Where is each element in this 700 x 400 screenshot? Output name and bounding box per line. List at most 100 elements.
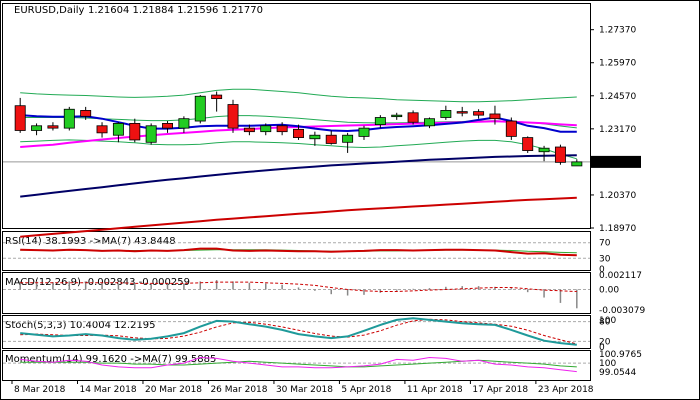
macd-bar	[248, 282, 251, 290]
x-tick-label: 5 Apr 2018	[341, 385, 391, 395]
macd-bar	[494, 286, 496, 290]
x-tick-label: 8 Mar 2018	[14, 385, 66, 395]
price-tag	[591, 155, 641, 168]
rsi-line	[20, 247, 577, 257]
candle-bull	[309, 134, 321, 140]
candle-bull	[342, 134, 354, 143]
candle-bear	[293, 128, 304, 138]
macd-bar	[150, 284, 152, 290]
y-tick-label: 1.18970	[599, 224, 636, 234]
macd-bar	[101, 282, 103, 290]
chart-ohlc: 1.21604 1.21884 1.21596 1.21770	[88, 5, 263, 16]
candle-bear	[325, 134, 337, 144]
candle-bear	[489, 113, 501, 120]
macd-bar	[477, 286, 480, 290]
macd-bar	[183, 283, 185, 290]
stoch-tick-label: 80	[599, 318, 611, 328]
rsi-title: RSI(14) 38.1993 ->MA(7) 43.8448	[5, 236, 176, 247]
candle-bear	[14, 105, 26, 131]
macd-bar	[314, 289, 316, 291]
macd-bar	[510, 288, 513, 290]
y-tick-label: 1.20370	[599, 191, 636, 201]
macd-bar	[363, 289, 365, 295]
macd-bar	[461, 286, 463, 290]
macd-bar	[412, 288, 414, 290]
candle-bull	[112, 123, 124, 136]
bollinger-upper-line	[20, 88, 577, 103]
price-tag-label: 1.21770	[596, 158, 633, 168]
candle-bull	[63, 108, 75, 129]
macd-bar	[330, 289, 332, 295]
candle-bear	[456, 111, 468, 114]
panel-frame-0	[2, 3, 591, 229]
candle-bull	[178, 118, 190, 129]
candle-bull	[538, 147, 550, 153]
panel-frame-1	[2, 231, 591, 271]
macd-bar	[543, 289, 545, 298]
candle-bear	[211, 94, 223, 100]
candle-bull	[194, 95, 206, 122]
candle-bull	[145, 125, 157, 143]
stoch-tick-label: 20	[599, 337, 611, 347]
candle-bull	[423, 118, 435, 127]
candle-bear	[407, 112, 419, 123]
chart-symbol: EURUSD,Daily	[14, 5, 85, 16]
momentum-tick-label: 99.0544	[599, 368, 636, 378]
candle-bear	[80, 110, 92, 117]
bollinger-lower-line	[20, 139, 577, 160]
macd-bar	[84, 281, 87, 290]
macd-bar	[35, 281, 38, 290]
candle-bull	[440, 110, 452, 118]
rsi-tick-label: 0	[599, 265, 605, 275]
candle-bear	[227, 104, 239, 129]
macd-bar	[215, 280, 218, 290]
momentum-tick-label: 100.9765	[599, 350, 642, 360]
macd-bar	[52, 282, 54, 290]
stoch-title: Stoch(5,3,3) 10.4004 12.2195	[5, 320, 156, 331]
x-tick-label: 30 Mar 2018	[276, 385, 333, 395]
macd-bar	[428, 288, 431, 290]
momentum-tick-label: 100	[599, 359, 616, 369]
macd-bar	[281, 284, 283, 290]
y-tick-label: 1.25970	[599, 59, 636, 69]
candle-bear	[129, 123, 141, 141]
ma-navy-line	[20, 154, 577, 198]
macd-bar	[526, 289, 529, 293]
x-tick-label: 20 Mar 2018	[145, 385, 202, 395]
panel-frame-4	[2, 350, 591, 381]
macd-bar	[134, 284, 136, 290]
macd-bar	[395, 289, 398, 291]
candle-bear	[162, 123, 174, 129]
stoch-signal-line	[20, 318, 577, 345]
candle-bear	[96, 125, 108, 134]
momentum-title: Momentum(14) 99.1620 ->MA(7) 99.5885	[5, 354, 216, 365]
candle-bear	[505, 120, 517, 137]
candle-bull	[374, 117, 386, 125]
macd-tick-label: 0.00	[599, 285, 619, 295]
x-tick-label: 11 Apr 2018	[407, 385, 463, 395]
panel-frame-3	[2, 315, 591, 349]
stoch-main-line	[20, 317, 577, 346]
rsi-tick-label: 30	[599, 254, 611, 264]
x-tick-label: 14 Mar 2018	[79, 385, 136, 395]
candle-bear	[473, 111, 485, 116]
macd-bar	[68, 281, 71, 290]
panel-frame-2	[2, 272, 591, 314]
candle-bear	[243, 127, 255, 133]
y-tick-label: 1.24570	[599, 92, 636, 102]
macd-bar	[297, 287, 300, 290]
macd-bar	[19, 281, 21, 290]
macd-bar	[445, 286, 447, 290]
macd-bar	[199, 281, 202, 290]
macd-tick-label: 0.002117	[599, 271, 642, 281]
macd-tick-label: -0.003079	[599, 306, 645, 316]
candle-bull	[571, 161, 583, 167]
macd-bar	[265, 283, 267, 290]
macd-bar	[166, 284, 169, 290]
stoch-tick-label: 0	[599, 343, 605, 353]
macd-bar	[117, 283, 120, 290]
candle-bull	[260, 125, 272, 133]
x-tick-label: 23 Apr 2018	[538, 385, 594, 395]
macd-bar	[559, 289, 562, 303]
